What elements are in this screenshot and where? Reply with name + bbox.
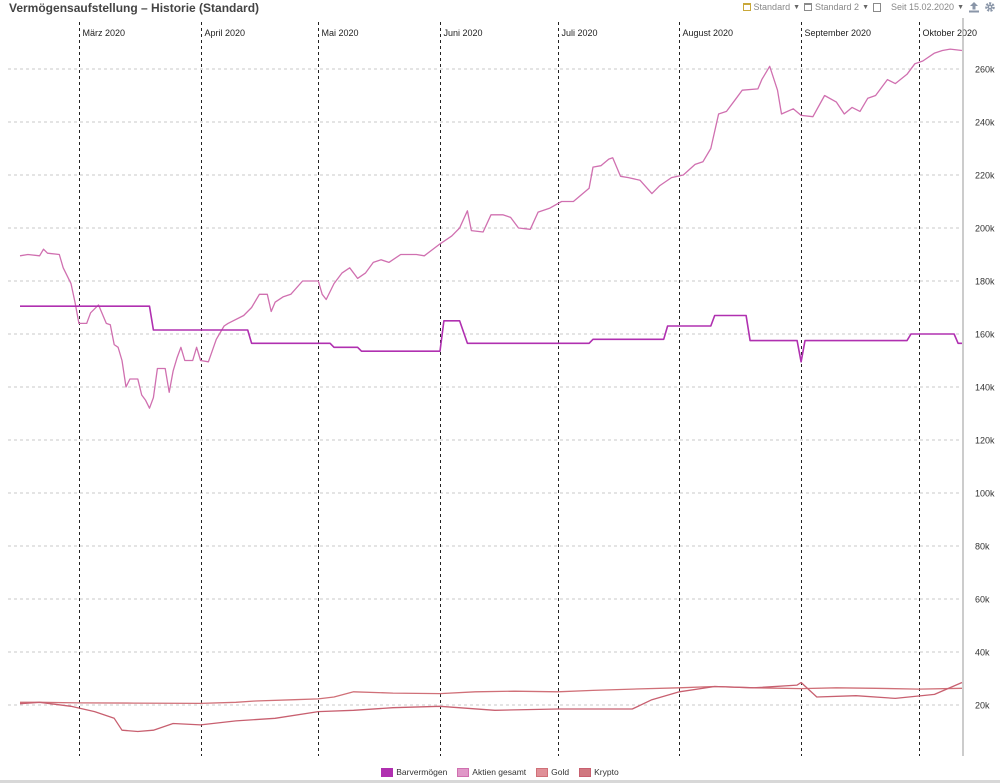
title-bar: Vermögensaufstellung – Historie (Standar…	[0, 0, 1000, 18]
document-icon[interactable]	[873, 2, 881, 12]
calendar-icon	[742, 3, 751, 11]
date-range-dropdown[interactable]: Seit 15.02.2020 ▼	[891, 2, 964, 12]
month-marker-label: März 2020	[83, 28, 126, 38]
y-tick-label: 200k	[975, 224, 995, 234]
legend-label: Krypto	[594, 767, 619, 777]
y-tick-label: 220k	[975, 171, 995, 181]
legend-label: Barvermögen	[396, 767, 448, 777]
y-tick-label: 160k	[975, 330, 995, 340]
date-range-label: Seit 15.02.2020	[891, 2, 955, 12]
chevron-down-icon: ▼	[793, 3, 801, 11]
y-tick-label: 100k	[975, 489, 995, 499]
y-tick-label: 40k	[975, 648, 990, 658]
legend-item[interactable]: Krypto	[579, 767, 619, 777]
y-tick-label: 80k	[975, 542, 990, 552]
preset-standard2-label: Standard 2	[815, 2, 860, 12]
y-tick-label: 180k	[975, 277, 995, 287]
month-marker-label: September 2020	[805, 28, 872, 38]
preset-standard-dropdown[interactable]: Standard ▼	[742, 2, 801, 12]
y-axis: 20k 40k 60k 80k 100k 120k 140k 160k 180k 200k 220k…	[962, 18, 995, 756]
chart-legend: Barvermögen Aktien gesamt Gold Krypto	[0, 764, 1000, 780]
month-marker-label: Juni 2020	[444, 28, 483, 38]
y-tick-label: 60k	[975, 595, 990, 605]
legend-swatch	[536, 767, 549, 777]
preset-standard-label: Standard	[753, 2, 791, 12]
preset-standard2-dropdown[interactable]: Standard 2 ▼	[804, 2, 869, 12]
toolbar: Standard ▼ Standard 2 ▼ Seit 15.02.2020 …	[742, 1, 996, 13]
y-tick-label: 260k	[975, 65, 995, 75]
y-tick-label: 140k	[975, 383, 995, 393]
month-marker-label: April 2020	[205, 28, 246, 38]
series-line-krypto[interactable]	[19, 681, 963, 733]
series-line-gold[interactable]	[20, 685, 963, 705]
series-line-barvermögen[interactable]	[20, 305, 962, 363]
series-line-aktien-gesamt[interactable]	[19, 48, 963, 409]
legend-item[interactable]: Aktien gesamt	[457, 767, 526, 777]
y-tick-label: 240k	[975, 118, 995, 128]
bottom-border	[0, 780, 1000, 783]
month-markers: März 2020 April 2020 Mai 2020 Juni 2020 Juli…	[79, 22, 978, 756]
page-title: Vermögensaufstellung – Historie (Standar…	[9, 1, 260, 15]
calendar-icon	[804, 3, 813, 11]
month-marker-label: August 2020	[683, 28, 734, 38]
chevron-down-icon: ▼	[957, 3, 964, 11]
chevron-down-icon: ▼	[862, 3, 869, 11]
legend-swatch	[457, 767, 470, 777]
legend-swatch	[381, 767, 394, 777]
y-tick-label: 20k	[975, 701, 990, 711]
month-marker-label: Oktober 2020	[923, 28, 978, 38]
legend-item[interactable]: Barvermögen	[381, 767, 447, 777]
legend-swatch	[579, 767, 592, 777]
month-marker-label: Juli 2020	[562, 28, 598, 38]
series-layer	[19, 48, 963, 733]
y-tick-label: 120k	[975, 436, 995, 446]
upload-icon[interactable]	[968, 1, 980, 13]
legend-label: Aktien gesamt	[472, 767, 527, 777]
legend-item[interactable]: Gold	[536, 767, 569, 777]
gear-icon[interactable]	[984, 1, 996, 13]
legend-label: Gold	[551, 767, 570, 777]
grid-layer	[8, 68, 962, 706]
month-marker-label: Mai 2020	[322, 28, 359, 38]
